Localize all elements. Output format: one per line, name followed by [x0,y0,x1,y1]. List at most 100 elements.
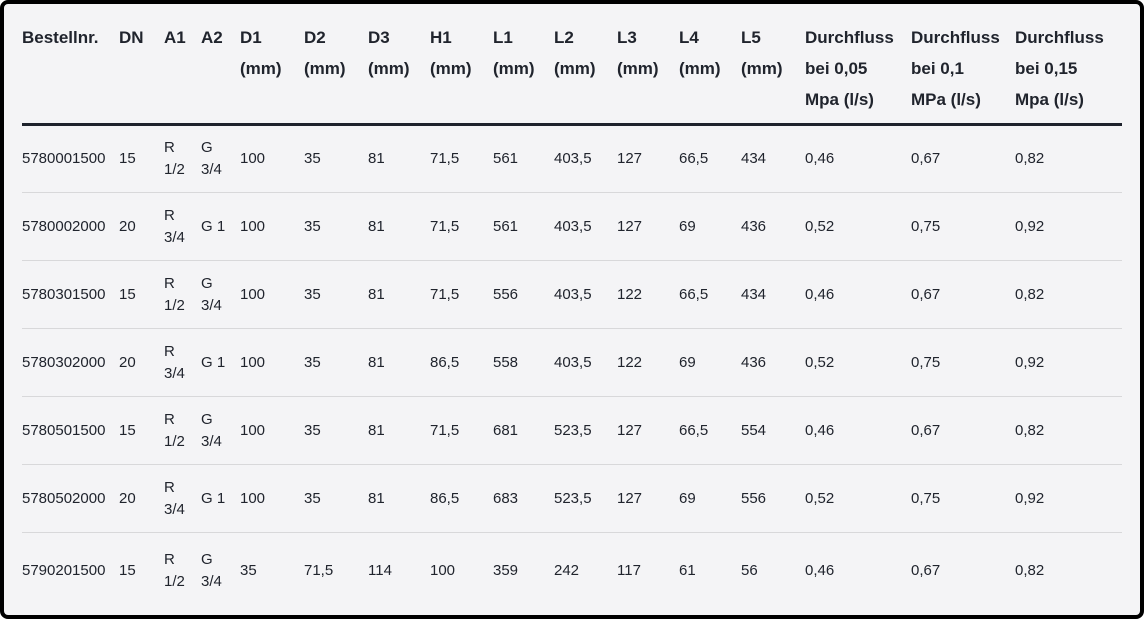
table-cell-d1: 100 [240,192,304,261]
table-cell-flow-005: 0,46 [805,396,911,465]
table-cell-a2: G 1 [201,328,240,397]
table-cell-dn: 20 [119,192,164,261]
column-header-a2: A2 [201,4,240,126]
table-header: Bestellnr. DN A1 A2 D1 (mm) D2 (mm) D3 (mm) H1 (mm)… [22,4,1122,126]
column-header-line: (mm) [304,59,346,78]
table-cell-flow-015: 0,92 [1015,328,1122,397]
table-cell-d2: 35 [304,328,368,397]
column-header-line: Durchfluss [805,28,894,47]
column-header-l1: L1 (mm) [493,4,554,126]
table-cell-l5: 56 [741,532,805,610]
table-cell-d2: 35 [304,192,368,261]
column-header-line: L3 [617,28,637,47]
table-cell-l1: 681 [493,396,554,465]
column-header-line: bei 0,1 [911,59,964,78]
column-header-line: L5 [741,28,761,47]
column-header-flow-015: Durchfluss bei 0,15 Mpa (l/s) [1015,4,1122,126]
table-row: 5780501500 15 R 1/2 G 3/4 100 35 81 71,5 681 523,… [22,396,1122,465]
table-cell-l5: 556 [741,464,805,533]
column-header-line: H1 [430,28,452,47]
column-header-d3: D3 (mm) [368,4,430,126]
table-cell-a2: G 3/4 [201,532,240,610]
table-cell-l2: 403,5 [554,260,617,329]
table-cell-a1: R 3/4 [164,464,201,533]
table-cell-l1: 561 [493,192,554,261]
table-cell-h1: 86,5 [430,328,493,397]
table-cell-l3: 117 [617,532,679,610]
table-cell-dn: 15 [119,396,164,465]
table-cell-flow-015: 0,92 [1015,192,1122,261]
column-header-line: D2 [304,28,326,47]
table-cell-dn: 15 [119,150,136,167]
table-cell-flow-01: 0,67 [911,396,1015,465]
table-row: 5790201500 15 R 1/2 G 3/4 35 71,5 114 100 359 242… [22,532,1122,610]
table-cell-a2: G 1 [201,464,240,533]
table-cell-flow-015: 0,82 [1015,532,1122,610]
table-cell-l5: 434 [741,260,805,329]
column-header-l2: L2 (mm) [554,4,617,126]
table-cell-flow-01: 0,67 [911,532,1015,610]
column-header-bestellnr: Bestellnr. [22,4,119,126]
column-header-line: (mm) [741,59,783,78]
table-cell-d1: 100 [240,464,304,533]
table-cell-flow-01: 0,67 [911,150,941,167]
column-header-line: D3 [368,28,390,47]
table-cell-l1: 683 [493,464,554,533]
column-header-line: L1 [493,28,513,47]
table-cell-d2: 35 [304,396,368,465]
table-cell-d3: 81 [368,192,430,261]
table-cell-flow-01: 0,75 [911,192,1015,261]
table-cell-a1: R 1/2 [164,260,201,329]
table-cell-d2: 35 [304,150,321,167]
table-cell-flow-005: 0,46 [805,532,911,610]
column-header-d1: D1 (mm) [240,4,304,126]
table-cell-l4: 66,5 [679,260,741,329]
table-cell-bestellnr: 5780501500 [22,396,119,465]
table-cell-l4: 61 [679,532,741,610]
column-header-d2: D2 (mm) [304,4,368,126]
table-cell-l5: 554 [741,396,805,465]
product-table: Bestellnr. DN A1 A2 D1 (mm) D2 (mm) D3 (mm) H1 (mm)… [22,4,1122,610]
table-cell-dn: 20 [119,464,164,533]
table-cell-l1: 359 [493,532,554,610]
table-cell-flow-01: 0,75 [911,464,1015,533]
table-cell-d3: 81 [368,328,430,397]
table-cell-d1: 35 [240,532,304,610]
column-header-a1: A1 [164,4,201,126]
column-header-dn: DN [119,4,164,126]
table-cell-bestellnr: 5780002000 [22,192,119,261]
table-cell-bestellnr: 5780301500 [22,260,119,329]
table-cell-l3: 122 [617,260,679,329]
table-cell-d3: 81 [368,396,430,465]
column-header-l4: L4 (mm) [679,4,741,126]
column-header-line: Mpa (l/s) [805,90,874,109]
table-cell-d2: 35 [304,464,368,533]
table-cell-flow-005: 0,46 [805,150,835,167]
column-header-line: DN [119,28,144,47]
column-header-flow-005: Durchfluss bei 0,05 Mpa (l/s) [805,4,911,126]
table-cell-l4: 69 [679,464,741,533]
column-header-h1: H1 (mm) [430,4,493,126]
column-header-line: (mm) [430,59,472,78]
table-cell-a2: G 3/4 [201,396,240,465]
column-header-line: bei 0,05 [805,59,868,78]
table-cell-d1: 100 [240,328,304,397]
table-cell-flow-005: 0,46 [805,260,911,329]
table-cell-bestellnr: 5780502000 [22,464,119,533]
table-cell-l4: 69 [679,192,741,261]
table-cell-flow-01: 0,75 [911,328,1015,397]
column-header-line: A1 [164,28,186,47]
table-cell-h1: 71,5 [430,260,493,329]
table-cell-l3: 127 [617,396,679,465]
table-cell-l2: 523,5 [554,464,617,533]
table-cell-a1: R 3/4 [164,328,201,397]
table-cell-flow-015: 0,82 [1015,396,1122,465]
table-row: 5780301500 15 R 1/2 G 3/4 100 35 81 71,5 556 403,… [22,260,1122,329]
table-cell-d3: 81 [368,150,385,167]
column-header-line: (mm) [617,59,659,78]
table-body: 5780001500 15 R 1/2 G 3/4 100 35 81 71,5 561 403,… [22,125,1122,610]
table-row: 5780001500 15 R 1/2 G 3/4 100 35 81 71,5 561 403,… [22,125,1122,193]
column-header-line: Durchfluss [911,28,1000,47]
table-cell-d1: 100 [240,150,266,167]
